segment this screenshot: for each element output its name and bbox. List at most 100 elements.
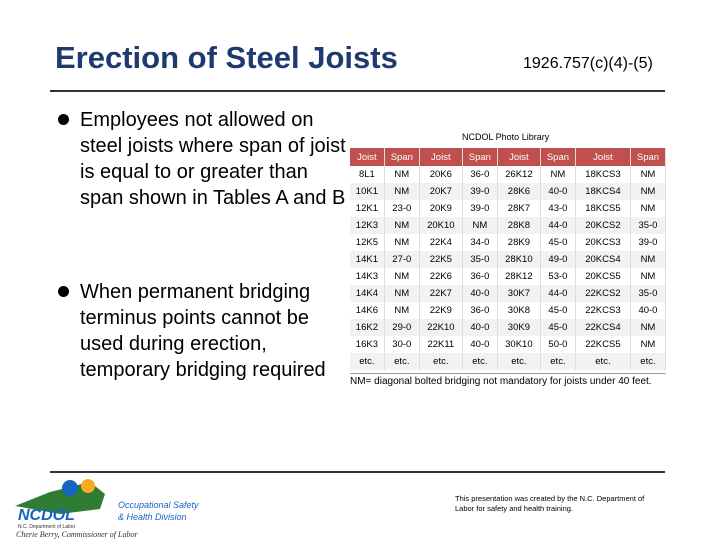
table-cell: 29-0	[384, 319, 420, 336]
table-cell: 14K4	[350, 285, 385, 302]
table-cell: 43-0	[540, 200, 576, 217]
table-cell: 36-0	[462, 166, 498, 183]
table-cell: 18KCS5	[575, 200, 631, 217]
bullet-dot	[58, 114, 69, 125]
table-cell: 22K5	[419, 251, 463, 268]
table-row: 14K4 NM 22K7 40-0 30K7 44-0 22KCS2 35-0	[350, 285, 667, 302]
table-cell: 28K7	[497, 200, 541, 217]
table-cell: 16K2	[350, 319, 385, 336]
table-cell: 16K3	[350, 336, 385, 353]
table-cell: NM	[384, 268, 420, 285]
table-cell: 26K12	[497, 166, 541, 183]
table-cell: 14K1	[350, 251, 385, 268]
table-cell: 20KCS4	[575, 251, 631, 268]
table-cell: 39-0	[462, 183, 498, 200]
table-cell: NM	[384, 183, 420, 200]
title: Erection of Steel Joists	[55, 40, 398, 75]
table-cell: NM	[630, 268, 667, 285]
table-cell: 8L1	[350, 166, 385, 183]
table-cell: NM	[630, 336, 667, 353]
table-cell: NM	[630, 183, 667, 200]
logo-division: & Health Division	[118, 512, 187, 522]
table-cell: NM	[384, 166, 420, 183]
table-row: etc. etc. etc. etc. etc. etc. etc. etc.	[350, 353, 667, 370]
table-cell: etc.	[419, 353, 463, 370]
table-row: 12K5 NM 22K4 34-0 28K9 45-0 20KCS3 39-0	[350, 234, 667, 251]
table-cell: etc.	[540, 353, 576, 370]
table-cell: 22KCS5	[575, 336, 631, 353]
table-cell: etc.	[497, 353, 541, 370]
table-cell: 22K4	[419, 234, 463, 251]
table-cell: etc.	[630, 353, 667, 370]
table-cell: 27-0	[384, 251, 420, 268]
table-cell: 34-0	[462, 234, 498, 251]
table-cell: 20KCS5	[575, 268, 631, 285]
logo-icon	[81, 479, 95, 493]
table-row: 16K2 29-0 22K10 40-0 30K9 45-0 22KCS4 NM	[350, 319, 667, 336]
table-row: 12K1 23-0 20K9 39-0 28K7 43-0 18KCS5 NM	[350, 200, 667, 217]
table-cell: 30K9	[497, 319, 541, 336]
table-cell: NM	[630, 166, 667, 183]
table-cell: 20K7	[419, 183, 463, 200]
header-cell: Joist	[497, 148, 541, 166]
table-cell: 35-0	[630, 217, 667, 234]
table-row: 8L1 NM 20K6 36-0 26K12 NM 18KCS3 NM	[350, 166, 667, 183]
table-cell: NM	[540, 166, 576, 183]
table-cell: 30-0	[384, 336, 420, 353]
table-cell: 22KCS4	[575, 319, 631, 336]
logo: NCDOL N.C. Department of Labor Occupatio…	[15, 479, 199, 539]
table-cell: 12K1	[350, 200, 385, 217]
table-cell: etc.	[384, 353, 420, 370]
table-cell: 20K9	[419, 200, 463, 217]
table-cell: 14K3	[350, 268, 385, 285]
table-cell: 20KCS2	[575, 217, 631, 234]
table-cell: NM	[462, 217, 498, 234]
table-footnote: NM= diagonal bolted bridging not mandato…	[350, 373, 666, 387]
table-cell: NM	[384, 234, 420, 251]
header-row: Joist Span Joist Span Joist Span Joist Span	[350, 148, 667, 166]
table-cell: 45-0	[540, 302, 576, 319]
table-cell: 22K9	[419, 302, 463, 319]
table-cell: 50-0	[540, 336, 576, 353]
table-cell: NM	[630, 200, 667, 217]
table-cell: 12K5	[350, 234, 385, 251]
table-cell: 22K11	[419, 336, 463, 353]
table-cell: 22KCS2	[575, 285, 631, 302]
table-cell: 35-0	[630, 285, 667, 302]
logo-commissioner: Cherie Berry, Commissioner of Labor	[16, 530, 138, 539]
table-row: 12K3 NM 20K10 NM 28K8 44-0 20KCS2 35-0	[350, 217, 667, 234]
table-cell: 40-0	[462, 319, 498, 336]
table-cell: 28K12	[497, 268, 541, 285]
table-cell: 30K10	[497, 336, 541, 353]
logo-division: Occupational Safety	[118, 500, 199, 510]
table-cell: 20KCS3	[575, 234, 631, 251]
header-cell: Span	[630, 148, 667, 166]
table-cell: NM	[384, 302, 420, 319]
bullet-dot	[58, 286, 69, 297]
table-cell: 45-0	[540, 319, 576, 336]
table-cell: 10K1	[350, 183, 385, 200]
table-cell: 40-0	[630, 302, 667, 319]
table-row: 16K3 30-0 22K11 40-0 30K10 50-0 22KCS5 NM	[350, 336, 667, 353]
table-cell: 20K10	[419, 217, 463, 234]
table-cell: etc.	[350, 353, 385, 370]
table-cell: NM	[630, 319, 667, 336]
table-cell: 30K7	[497, 285, 541, 302]
table-cell: 28K8	[497, 217, 541, 234]
header-cell: Joist	[350, 148, 385, 166]
table-cell: 44-0	[540, 217, 576, 234]
logo-name: NCDOL	[18, 507, 75, 524]
header-cell: Joist	[575, 148, 631, 166]
table-cell: 40-0	[462, 285, 498, 302]
table-cell: 28K6	[497, 183, 541, 200]
table-cell: 18KCS3	[575, 166, 631, 183]
bullet: When permanent bridging terminus points …	[80, 281, 326, 381]
table-cell: 14K6	[350, 302, 385, 319]
table-cell: 12K3	[350, 217, 385, 234]
joist-table: Joist Span Joist Span Joist Span Joist Span 8L1 N…	[350, 148, 667, 370]
table-cell: NM	[630, 251, 667, 268]
table-cell: 22KCS3	[575, 302, 631, 319]
table-cell: 18KCS4	[575, 183, 631, 200]
table-cell: 35-0	[462, 251, 498, 268]
